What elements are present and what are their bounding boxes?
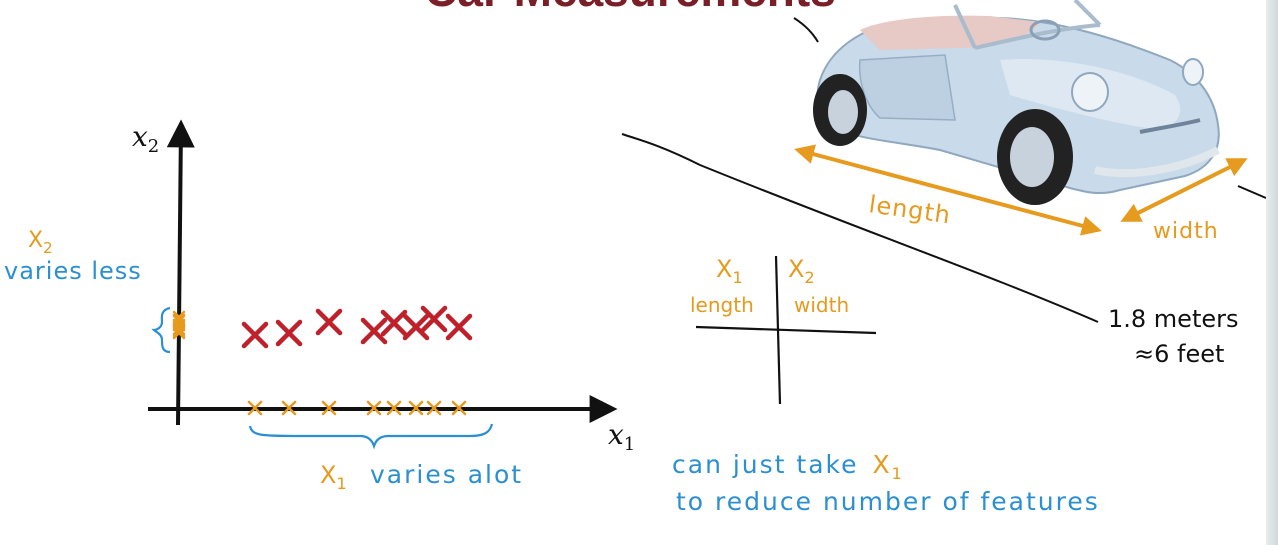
window-edge: [1266, 0, 1278, 545]
x2-projection-mark: [172, 318, 186, 332]
length-arrow: [794, 144, 1102, 236]
data-point: [241, 321, 269, 349]
pointer-line-top: [793, 17, 819, 43]
car-windshield: [953, 0, 1102, 50]
x2-projections: [172, 310, 186, 340]
data-point: [420, 305, 448, 333]
x1-projection-mark: [426, 400, 442, 416]
data-point: [380, 309, 408, 337]
car-door: [858, 54, 956, 121]
x1-projection-mark: [321, 400, 337, 416]
length-label: length: [867, 190, 953, 229]
x2-spread-brace: [151, 306, 171, 354]
x1-projection-mark: [451, 400, 467, 416]
x1-projection-mark: [408, 400, 424, 416]
width-value-line2: ≈6 feet: [1134, 340, 1224, 368]
x1-projection-mark: [247, 400, 263, 416]
y-axis-label: x2: [132, 120, 159, 157]
table-horizontal-rule: [695, 325, 877, 335]
conclusion-line1: can just take X1: [672, 450, 904, 483]
table-col2-variable: X2: [788, 255, 815, 287]
table-col2-label: width: [794, 293, 849, 317]
x1-note-text: varies alot: [370, 460, 523, 489]
car-hubcap-rear: [828, 90, 858, 134]
scatter-plot: x2 x1 X2 varies less X1 varies alot: [4, 119, 635, 493]
x1-projection-mark: [366, 400, 382, 416]
car-illustration: [813, 0, 1220, 205]
x1-projection-mark: [281, 400, 297, 416]
feature-table: X1 length X2 width: [690, 255, 877, 405]
x2-projection-mark: [172, 314, 186, 328]
data-point: [315, 308, 343, 336]
x2-note-variable: X2: [28, 228, 53, 257]
x1-note-variable: X1: [320, 461, 347, 493]
slide-title: Car Measurements: [424, 0, 836, 16]
x1-projection-mark: [386, 400, 402, 416]
car-hubcap-front: [1010, 127, 1054, 187]
data-point: [402, 313, 430, 341]
pointer-line-right: [1237, 185, 1267, 199]
table-col1-variable: X1: [716, 255, 743, 287]
car-grille: [1139, 118, 1201, 134]
data-point: [360, 317, 388, 345]
data-point: [275, 319, 303, 347]
data-point: [445, 313, 473, 341]
car-steering-wheel: [1029, 19, 1061, 41]
x2-note-text: varies less: [4, 257, 142, 285]
width-value-line1: 1.8 meters: [1108, 305, 1239, 333]
data-points: [241, 305, 473, 349]
pointer-line-long: [621, 133, 1099, 323]
car-headlight-right: [1182, 58, 1204, 86]
width-arrow: [1120, 158, 1248, 222]
x1-projections: [247, 400, 467, 416]
conclusion-line2: to reduce number of features: [676, 487, 1100, 516]
x-axis-label: x1: [608, 418, 635, 455]
y-axis: [166, 119, 195, 426]
width-label: width: [1153, 219, 1219, 244]
car-headlight-left: [1071, 72, 1109, 112]
x1-spread-brace: [248, 423, 494, 450]
table-col1-label: length: [690, 293, 754, 317]
